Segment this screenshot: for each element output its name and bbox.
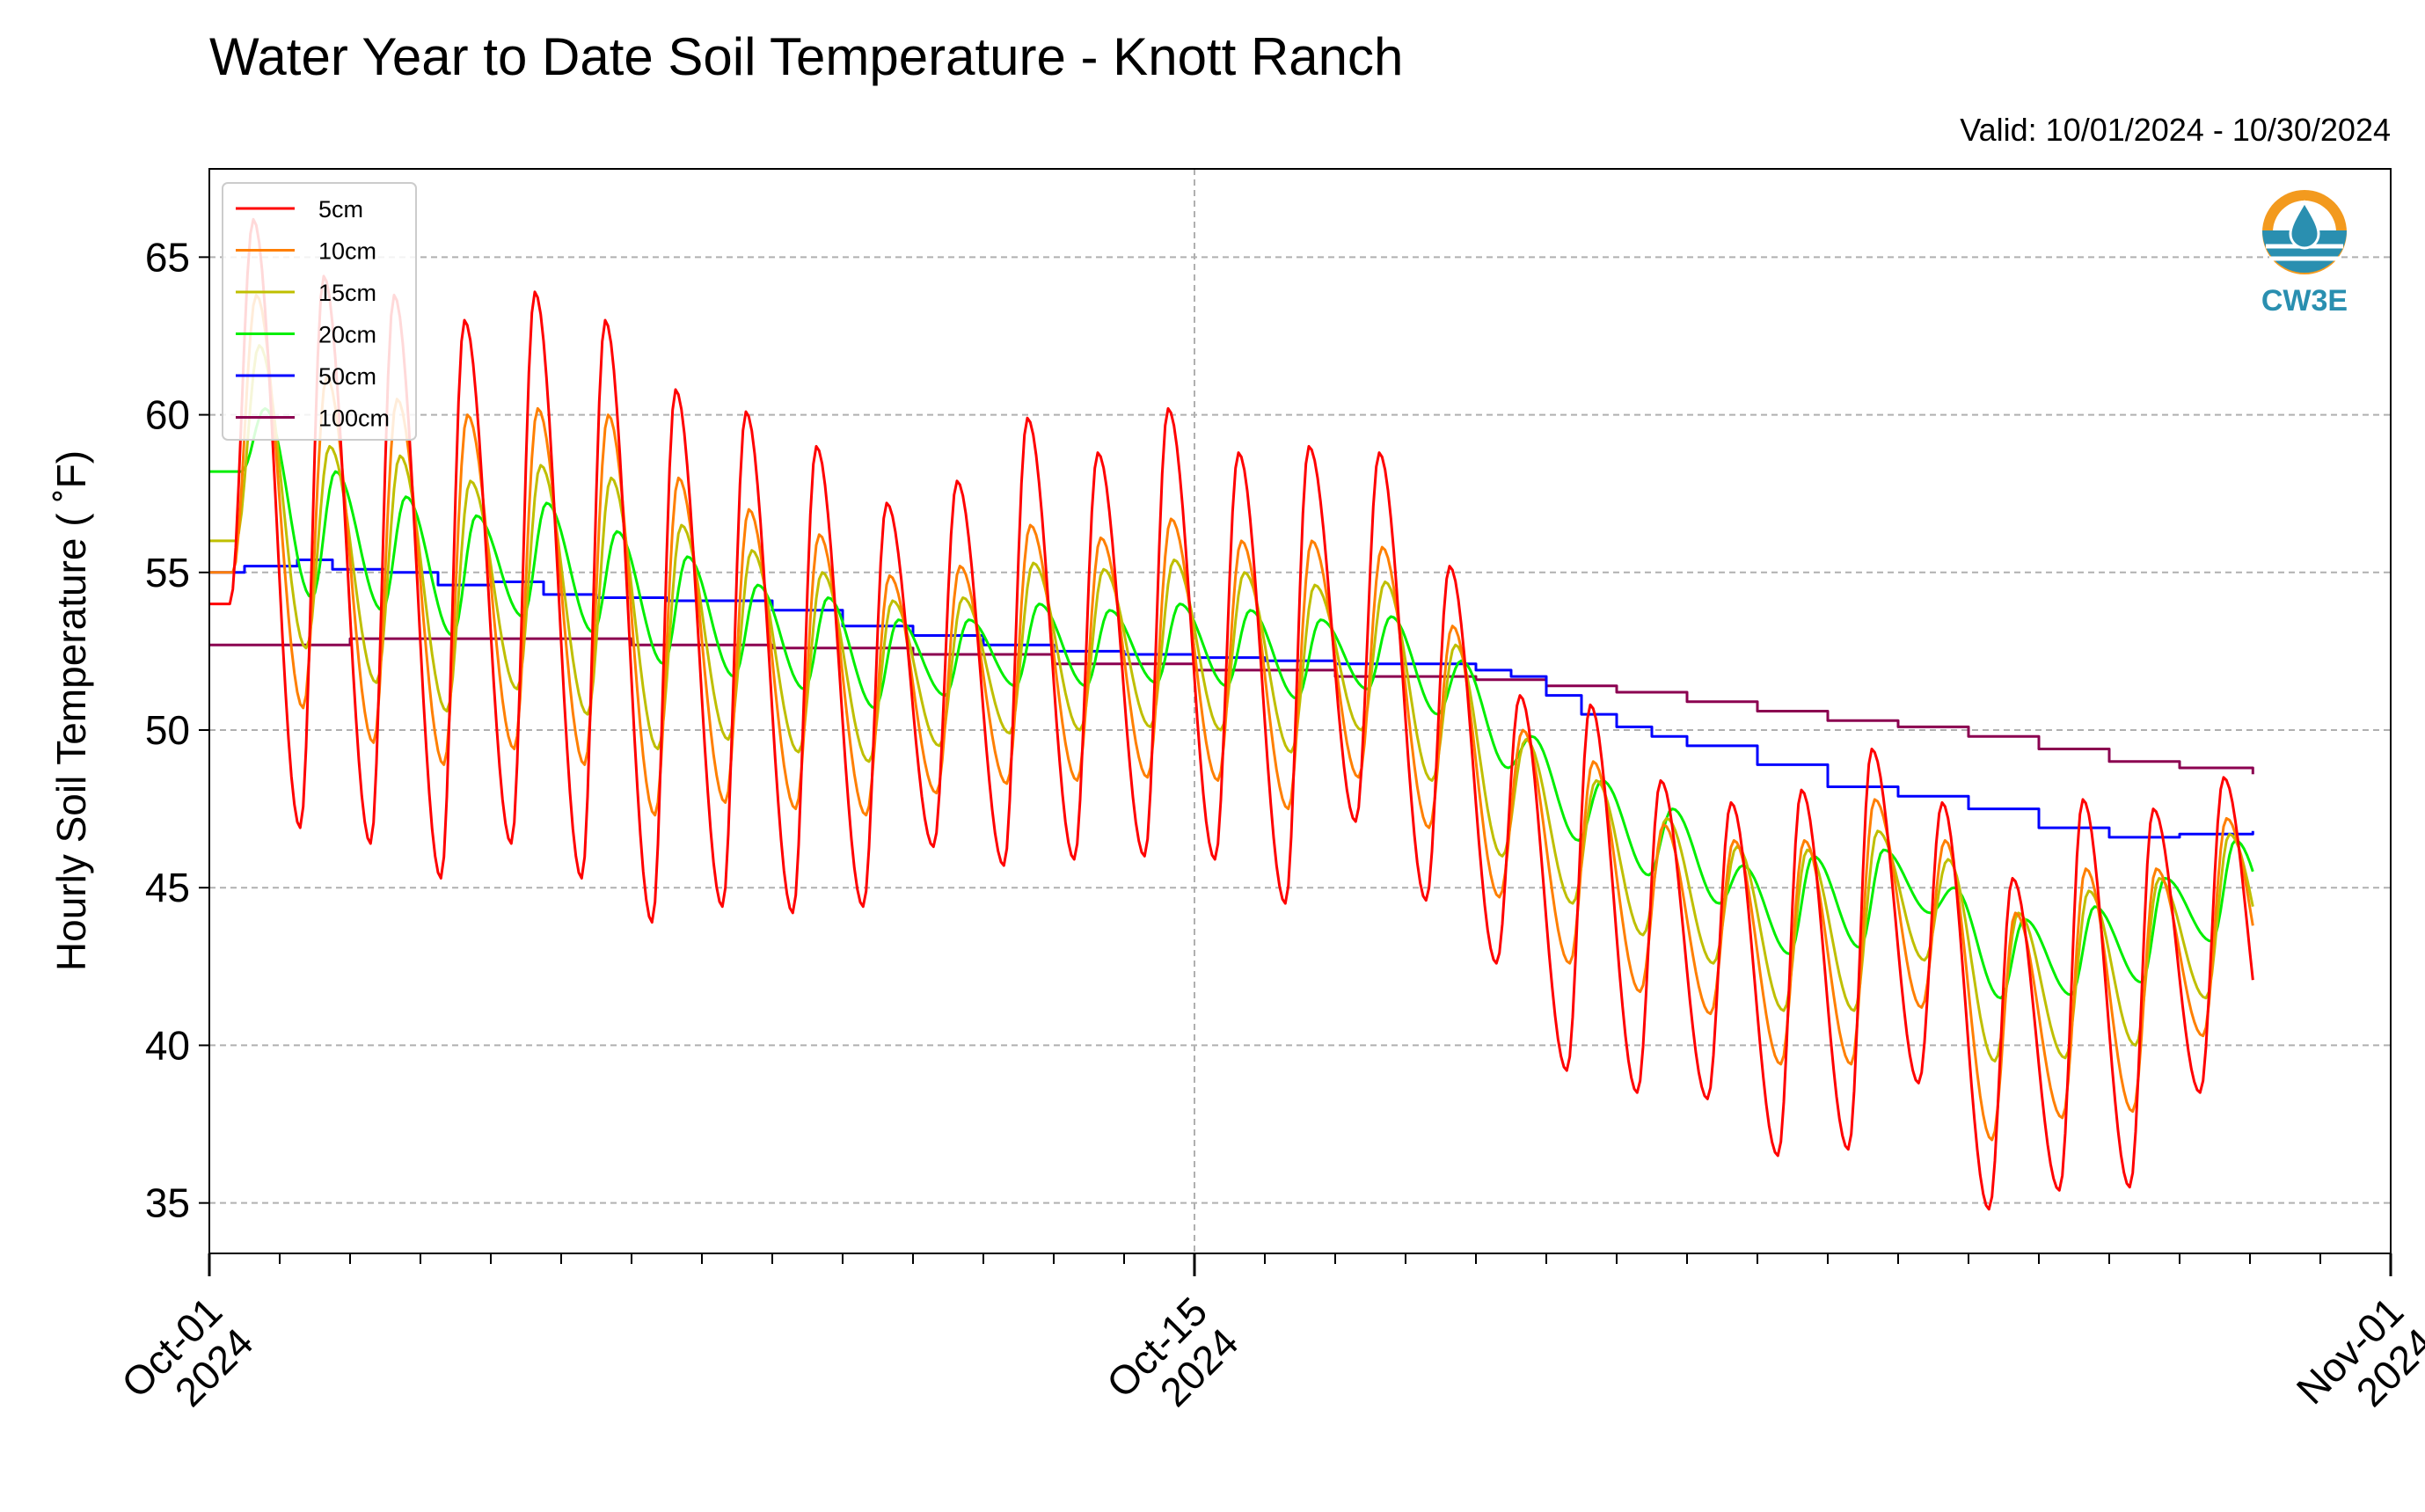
legend-label-5cm: 5cm xyxy=(318,196,363,223)
y-axis-label: Hourly Soil Temperature ( ˚F) xyxy=(48,450,94,971)
series-line-10cm xyxy=(209,293,2254,1142)
chart-title: Water Year to Date Soil Temperature - Kn… xyxy=(209,27,1403,86)
legend-label-15cm: 15cm xyxy=(318,280,376,306)
y-axis: 35 40 45 50 55 60 65 xyxy=(145,234,209,1226)
y-tick-label: 60 xyxy=(145,392,190,438)
y-tick-label: 50 xyxy=(145,707,190,753)
y-tick-label: 45 xyxy=(145,865,190,910)
logo-waves xyxy=(2262,230,2347,273)
y-tick-label: 55 xyxy=(145,550,190,595)
cw3e-logo: CW3E xyxy=(2261,190,2348,318)
y-tick-label: 40 xyxy=(145,1022,190,1068)
y-tick-label: 65 xyxy=(145,234,190,280)
logo-text: CW3E xyxy=(2261,284,2348,318)
legend-label-20cm: 20cm xyxy=(318,322,376,348)
water-drop-icon xyxy=(2289,200,2320,250)
series-layer xyxy=(209,217,2254,1211)
legend-label-50cm: 50cm xyxy=(318,363,376,390)
legend: 5cm 10cm 15cm 20cm 50cm 100cm xyxy=(222,182,417,441)
series-line-5cm xyxy=(209,217,2254,1211)
legend-label-100cm: 100cm xyxy=(318,405,390,432)
series-line-15cm xyxy=(209,344,2254,1063)
y-tick-label: 35 xyxy=(145,1180,190,1226)
valid-date-range: Valid: 10/01/2024 - 10/30/2024 xyxy=(1960,112,2391,148)
legend-label-10cm: 10cm xyxy=(318,238,376,265)
plot-frame xyxy=(208,168,2392,1254)
